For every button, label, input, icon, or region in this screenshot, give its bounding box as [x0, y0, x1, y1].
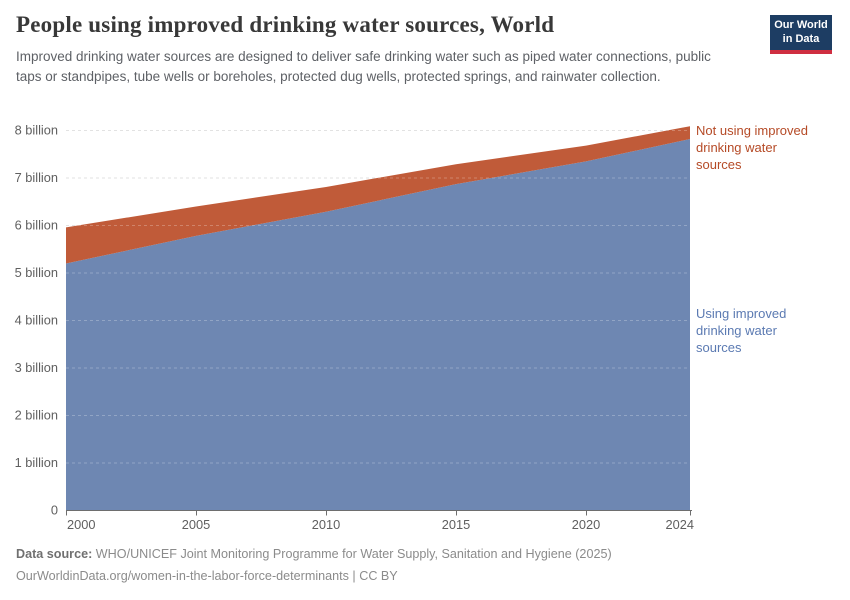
y-axis-tick-label: 0	[51, 503, 58, 518]
area-using-improved[interactable]	[66, 139, 690, 510]
owid-logo-stripe	[770, 49, 832, 54]
series-label-line: drinking water	[696, 140, 777, 155]
footer-separator: |	[348, 569, 360, 583]
x-axis-tick-label: 2000	[67, 517, 95, 532]
chart-title: People using improved drinking water sou…	[16, 12, 555, 37]
license-badge: CC BY	[359, 569, 398, 583]
y-axis-tick-label: 6 billion	[15, 218, 58, 233]
y-axis-tick-label: 4 billion	[15, 313, 58, 328]
series-label-line: sources	[696, 340, 742, 355]
y-axis-tick-label: 8 billion	[15, 123, 58, 138]
series-label-line: Using improved	[696, 306, 787, 321]
series-label-not-using: Not using improved drinking water source…	[696, 122, 821, 173]
y-axis-tick-label: 3 billion	[15, 360, 58, 375]
series-label-using: Using improved drinking water sources	[696, 305, 821, 356]
series-label-line: sources	[696, 157, 742, 172]
series-label-line: drinking water	[696, 323, 777, 338]
owid-logo-line2: in Data	[782, 32, 820, 45]
owid-logo-line1: Our World	[774, 19, 828, 31]
x-axis-tick-label: 2024	[666, 517, 694, 532]
y-axis-tick-label: 2 billion	[15, 408, 58, 423]
owid-article-link[interactable]: OurWorldinData.org/women-in-the-labor-fo…	[16, 569, 349, 583]
x-axis-tick-label: 2020	[572, 517, 600, 532]
data-source-text: WHO/UNICEF Joint Monitoring Programme fo…	[92, 547, 612, 561]
chart-subtitle: Improved drinking water sources are desi…	[16, 49, 711, 85]
y-axis-tick-label: 7 billion	[15, 170, 58, 185]
area-not-using-improved[interactable]	[66, 126, 690, 264]
series-label-line: Not using improved	[696, 123, 808, 138]
y-axis-tick-label: 1 billion	[15, 455, 58, 470]
x-axis-tick-label: 2005	[182, 517, 210, 532]
x-axis-tick-label: 2010	[312, 517, 340, 532]
footer-data-source: Data source: WHO/UNICEF Joint Monitoring…	[16, 546, 816, 564]
owid-logo[interactable]: Our World in Data	[770, 15, 832, 54]
y-axis-tick-label: 5 billion	[15, 265, 58, 280]
data-source-label: Data source:	[16, 547, 93, 561]
x-axis-tick-label: 2015	[442, 517, 470, 532]
owid-logo-box: Our World in Data	[770, 15, 832, 50]
footer-link-line: OurWorldinData.org/women-in-the-labor-fo…	[16, 568, 816, 586]
